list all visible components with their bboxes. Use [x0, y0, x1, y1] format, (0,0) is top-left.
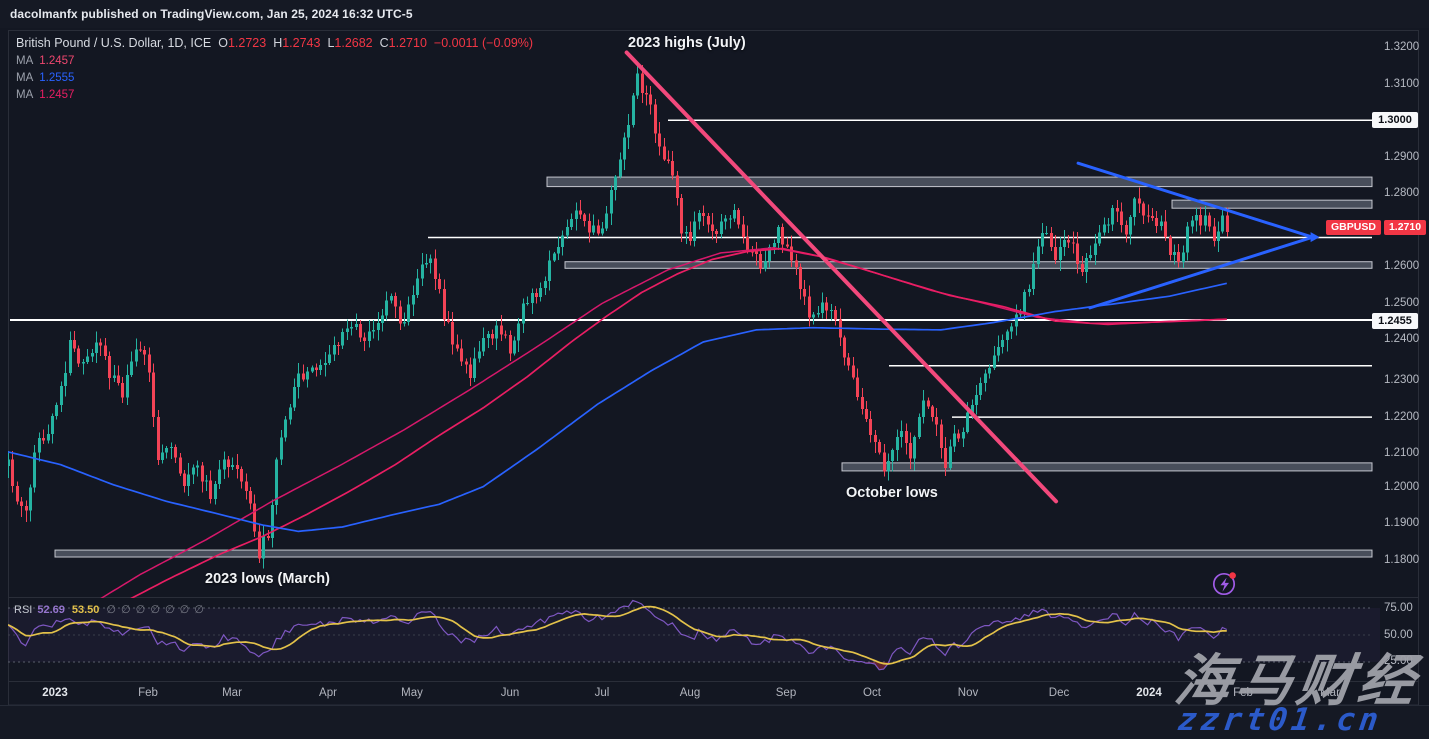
price-tick: 1.2300 — [1384, 374, 1420, 386]
downtrend-from-2023-highs[interactable] — [624, 50, 1059, 504]
price-tick: 1.1800 — [1384, 554, 1420, 566]
ma-blue — [8, 282, 1227, 533]
price-tick: 1.2100 — [1384, 447, 1420, 459]
rsi-ma-value: 53.50 — [71, 604, 100, 616]
price-pane[interactable] — [7, 50, 1373, 677]
notification-dot — [1229, 572, 1236, 579]
ma-legend-value: 1.2555 — [39, 72, 75, 84]
price-tick: 1.1900 — [1384, 517, 1420, 529]
ma-legend-row: MA 1.2555 — [16, 72, 75, 84]
change-value: −0.0011 (−0.09%) — [433, 36, 534, 50]
price-level-label: 1.2455 — [1372, 313, 1418, 329]
rsi-value: 52.69 — [37, 604, 65, 616]
ohlc-key: C — [379, 36, 389, 50]
text-annotation[interactable]: October lows — [846, 485, 938, 501]
supply-demand-zone[interactable] — [1171, 199, 1373, 209]
time-tick: Nov — [957, 687, 979, 699]
time-tick: Mar — [1320, 687, 1340, 699]
rsi-label: RSI — [14, 604, 33, 616]
ma-legend-row: MA 1.2457 — [16, 89, 75, 101]
time-tick: Apr — [319, 687, 337, 699]
ma-legend-value: 1.2457 — [39, 55, 75, 67]
time-tick: Feb — [138, 687, 158, 699]
text-annotation[interactable]: 2023 lows (March) — [205, 571, 330, 587]
last-price-badge: GBPUSD 1.2710 — [1326, 220, 1427, 235]
text-annotation[interactable]: 2023 highs (July) — [628, 35, 746, 51]
price-tick: 1.2500 — [1384, 297, 1420, 309]
ma-legend-row: MA 1.2457 — [16, 55, 75, 67]
rsi-ma-line — [8, 605, 1227, 665]
price-tick: 1.3100 — [1384, 78, 1420, 90]
price-tick: 1.2200 — [1384, 411, 1420, 423]
rsi-tick: 50.00 — [1384, 629, 1413, 641]
symbol-header: British Pound / U.S. Dollar, 1D, ICE O1.2… — [16, 36, 533, 50]
symbol-badge: GBPUSD — [1326, 220, 1381, 235]
publish-info-bar: dacolmanfx published on TradingView.com,… — [0, 0, 1429, 28]
ma-pink — [130, 247, 1227, 598]
ohlc-key: O — [218, 36, 228, 50]
time-tick: Dec — [1048, 687, 1070, 699]
trend-arrowhead — [1310, 232, 1320, 243]
price-tick: 1.2800 — [1384, 187, 1420, 199]
ma-legend-value: 1.2457 — [39, 89, 75, 101]
ohlc-value: 1.2743 — [282, 36, 321, 50]
time-tick: Jul — [594, 687, 610, 699]
ohlc-key: H — [273, 36, 283, 50]
watermark-url: zzrt01.cn — [1175, 702, 1385, 738]
rsi-pane[interactable] — [8, 599, 1380, 671]
publish-info-text: dacolmanfx published on TradingView.com,… — [10, 7, 413, 21]
ohlc-key: L — [327, 36, 335, 50]
time-tick: Oct — [863, 687, 881, 699]
time-tick: Aug — [679, 687, 701, 699]
symbol-title: British Pound / U.S. Dollar, 1D, ICE — [16, 36, 212, 50]
price-tick: 1.3200 — [1384, 41, 1420, 53]
supply-demand-zone[interactable] — [546, 176, 1373, 188]
wedge-upper[interactable] — [1076, 161, 1315, 239]
price-tick: 1.2900 — [1384, 151, 1420, 163]
rsi-tick: 75.00 — [1384, 602, 1413, 614]
bottom-bar: TradingView — [0, 705, 1429, 739]
ohlc-value: 1.2682 — [334, 36, 373, 50]
time-tick: Jun — [500, 687, 520, 699]
rsi-empty-slots: ∅ ∅ ∅ ∅ ∅ ∅ ∅ — [106, 604, 205, 616]
last-price-value: 1.2710 — [1383, 220, 1427, 235]
ohlc-value: 1.2723 — [227, 36, 267, 50]
price-level-label: 1.3000 — [1372, 112, 1418, 128]
price-tick: 1.2000 — [1384, 481, 1420, 493]
rsi-legend: RSI 52.69 53.50 ∅ ∅ ∅ ∅ ∅ ∅ ∅ — [14, 603, 205, 616]
flash-boost-icon[interactable] — [1208, 568, 1242, 602]
price-tick: 1.2600 — [1384, 260, 1420, 272]
candlestick-series[interactable] — [7, 63, 1229, 569]
supply-demand-zone[interactable] — [564, 261, 1373, 269]
time-tick: Sep — [775, 687, 797, 699]
ohlc-value: 1.2710 — [388, 36, 427, 50]
time-tick: May — [401, 687, 423, 699]
ma-pink-2 — [100, 247, 1227, 598]
wedge-lower[interactable] — [1088, 235, 1315, 310]
time-tick: 2023 — [42, 687, 68, 699]
time-tick: Mar — [222, 687, 242, 699]
supply-demand-zone[interactable] — [54, 549, 1373, 558]
price-tick: 1.2400 — [1384, 333, 1420, 345]
time-tick: Feb — [1233, 687, 1253, 699]
lightning-bolt-icon — [1220, 577, 1229, 592]
ohlc-values: O1.2723 H1.2743 L1.2682 C1.2710 — [211, 36, 427, 50]
time-tick: 2024 — [1136, 687, 1162, 699]
rsi-tick: 25.00 — [1384, 655, 1413, 667]
supply-demand-zone[interactable] — [841, 462, 1373, 472]
